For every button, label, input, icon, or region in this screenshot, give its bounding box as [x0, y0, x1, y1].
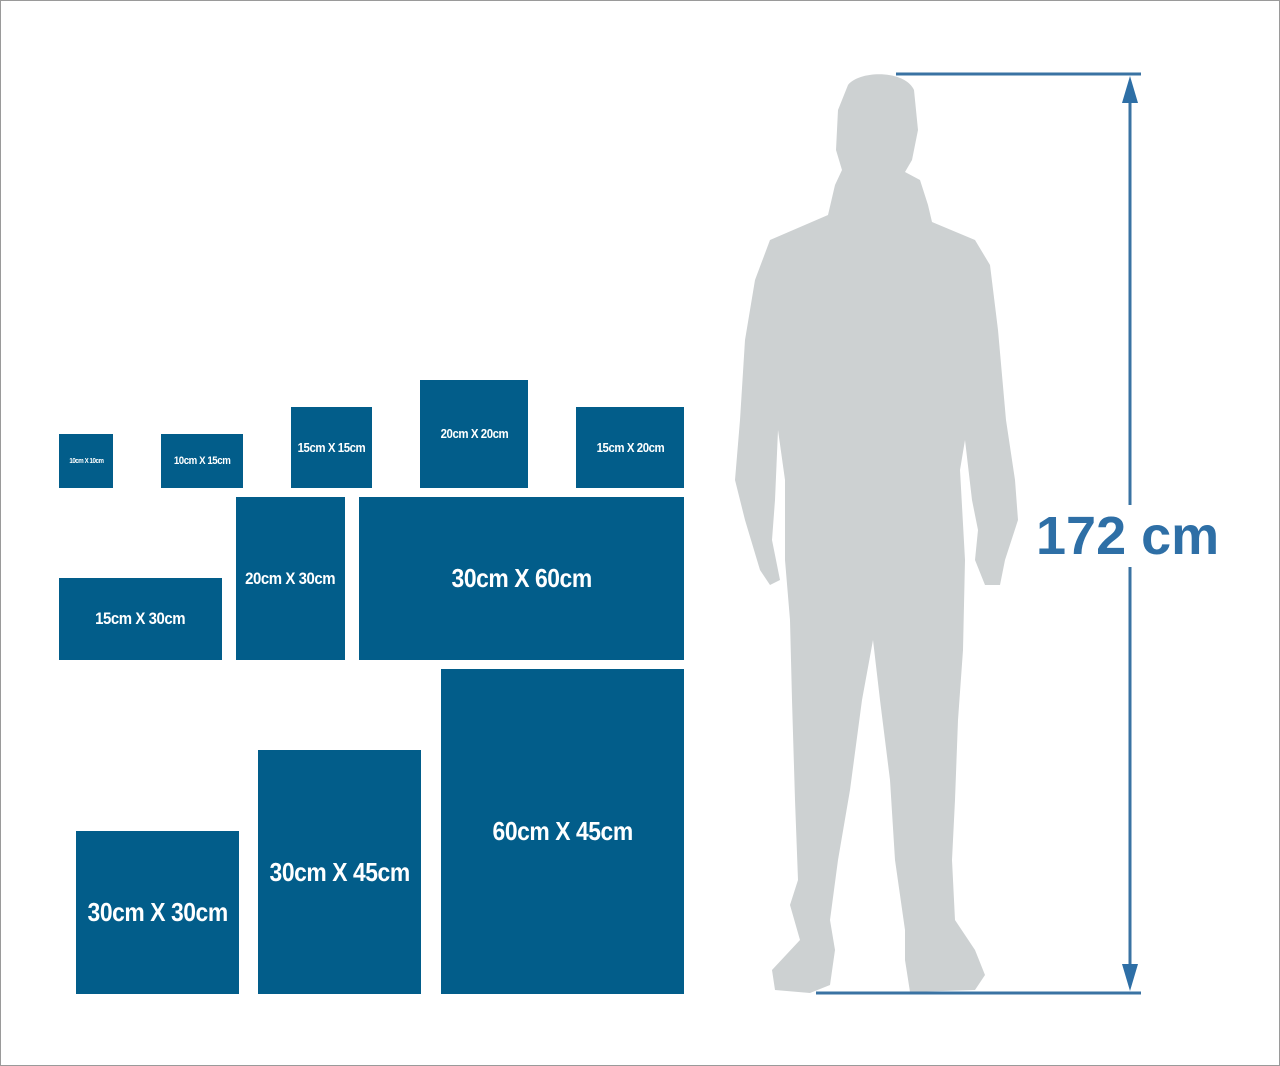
size-box-15x15: 15cm X 15cm	[291, 407, 372, 488]
size-label: 60cm X 45cm	[492, 816, 633, 846]
size-box-60x45: 60cm X 45cm	[441, 669, 684, 994]
arrow-down-icon	[1122, 964, 1138, 991]
size-box-30x45: 30cm X 45cm	[258, 750, 421, 994]
size-label: 15cm X 20cm	[596, 440, 664, 455]
size-label: 30cm X 30cm	[87, 897, 228, 927]
size-box-15x30: 15cm X 30cm	[59, 578, 222, 660]
person-silhouette-icon	[735, 74, 1018, 994]
size-label: 30cm X 60cm	[451, 563, 592, 593]
size-label: 20cm X 30cm	[245, 568, 336, 588]
size-label: 10cm X 10cm	[68, 457, 104, 465]
size-label: 10cm X 15cm	[173, 455, 231, 467]
size-box-30x60: 30cm X 60cm	[359, 497, 684, 660]
size-box-15x20: 15cm X 20cm	[576, 407, 684, 488]
size-box-30x30: 30cm X 30cm	[76, 831, 239, 994]
size-label: 30cm X 45cm	[269, 856, 410, 887]
height-label: 172 cm	[1034, 505, 1222, 567]
size-box-20x20: 20cm X 20cm	[420, 380, 528, 488]
size-box-10x15: 10cm X 15cm	[161, 434, 243, 488]
arrow-up-icon	[1122, 76, 1138, 103]
size-label: 15cm X 15cm	[297, 440, 366, 455]
size-box-10x10: 10cm X 10cm	[59, 434, 113, 488]
size-box-20x30: 20cm X 30cm	[236, 497, 345, 660]
size-label: 20cm X 20cm	[440, 426, 508, 441]
size-label: 15cm X 30cm	[95, 609, 186, 628]
